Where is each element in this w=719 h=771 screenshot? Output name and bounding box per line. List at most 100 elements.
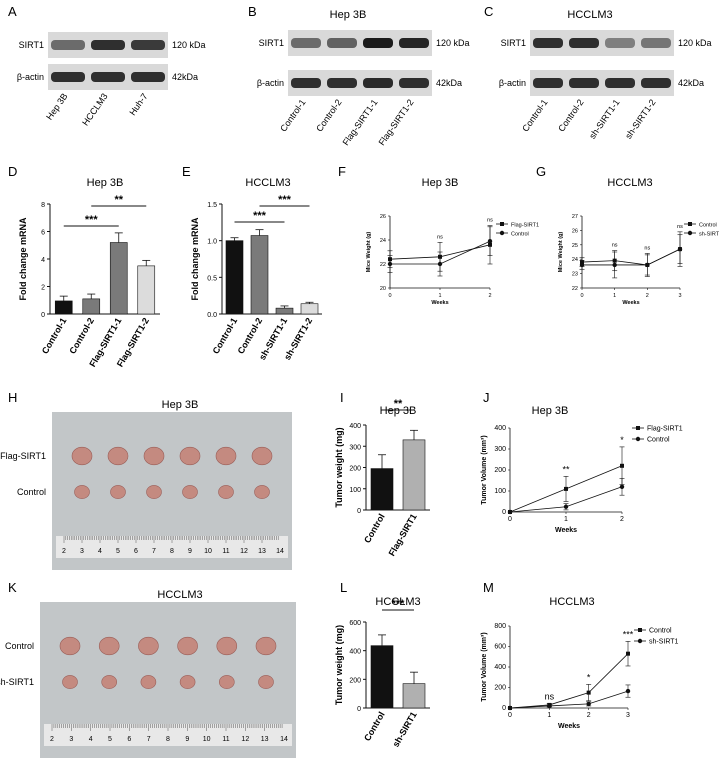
bar	[370, 468, 394, 511]
y-axis-label: Tumor weight (mg)	[334, 427, 344, 507]
ruler-label: 2	[62, 548, 66, 555]
y-tick-label: 24	[572, 257, 578, 263]
data-point	[507, 509, 513, 515]
y-axis-label: Mice Weight (g)	[558, 232, 564, 273]
sig-label: **	[114, 194, 123, 206]
tumor	[74, 485, 90, 499]
blot-band	[131, 40, 165, 50]
blot-band	[327, 38, 357, 48]
x-tick-label: 0	[388, 293, 391, 299]
blot-lane-label: Hep 3B	[44, 91, 69, 121]
ruler	[56, 536, 288, 558]
chart-title: HCCLM3	[245, 177, 290, 189]
x-tick-label: 0	[508, 516, 512, 523]
chart-title: Hep 3B	[380, 405, 417, 417]
tumor	[138, 636, 159, 656]
x-tick-label: 3	[626, 712, 630, 719]
blot-lane-label: sh-SIRT1-1	[587, 97, 621, 140]
blot-band	[605, 78, 635, 88]
data-point	[619, 484, 625, 489]
y-tick-label: 100	[494, 488, 506, 495]
x-tick-label: 1	[564, 516, 568, 523]
sig-label: ***	[253, 210, 267, 222]
blot-band	[131, 72, 165, 82]
y-tick-label: 400	[349, 649, 361, 656]
legend-label: sh-SIRT1	[699, 232, 719, 238]
ruler-label: 9	[185, 736, 189, 743]
legend-label: sh-SIRT1	[649, 639, 679, 646]
x-tick-label: Control	[362, 710, 387, 743]
ruler-label: 5	[116, 548, 120, 555]
blot-lane-label: Control-1	[520, 97, 549, 133]
legend-label: Control	[699, 223, 717, 229]
y-tick-label: 400	[494, 425, 506, 432]
panel-letter-j: J	[483, 390, 490, 405]
tumor	[107, 446, 129, 466]
chart-title: Hep 3B	[87, 177, 124, 189]
ruler-label: 10	[203, 736, 211, 743]
tumor	[258, 675, 274, 689]
photo-row-label: Control	[5, 641, 34, 651]
ruler-label: 6	[134, 548, 138, 555]
chart-title: Hep 3B	[532, 405, 569, 417]
bar	[54, 300, 73, 315]
blot-row-label: SIRT1	[19, 40, 44, 50]
blot-size-label: 120 kDa	[172, 40, 206, 50]
blot-lane-label: Huh-7	[127, 91, 149, 117]
x-tick-label: Control-2	[67, 316, 96, 356]
bar	[82, 298, 101, 315]
y-tick-label: 200	[494, 467, 506, 474]
legend-marker	[500, 222, 504, 226]
blot-lane-label: Control-1	[278, 97, 307, 133]
sig-label: ***	[392, 598, 406, 610]
sig-label: **	[562, 464, 570, 474]
panel-letter-a: A	[8, 4, 17, 19]
sig-label: ns	[644, 245, 650, 251]
x-tick-label: 1	[613, 293, 616, 299]
tumor	[71, 446, 93, 466]
panel-letter-e: E	[182, 164, 191, 179]
panel-letter-g: G	[536, 164, 546, 179]
blot-row-label: SIRT1	[259, 38, 284, 48]
x-tick-label: 2	[620, 516, 624, 523]
y-tick-label: 0.5	[207, 275, 217, 282]
data-point	[387, 261, 393, 267]
ruler-label: 7	[147, 736, 151, 743]
data-point	[487, 239, 493, 244]
ruler-label: 8	[166, 736, 170, 743]
tumor	[62, 675, 78, 689]
data-point	[437, 261, 443, 267]
blot-row-label: β-actin	[17, 72, 44, 82]
y-tick-label: 6	[41, 230, 45, 237]
y-tick-label: 4	[41, 257, 45, 264]
y-tick-label: 22	[380, 262, 386, 268]
blot-band	[291, 38, 321, 48]
tumor	[177, 636, 198, 656]
y-tick-label: 0	[357, 508, 361, 515]
legend-marker	[688, 222, 692, 226]
photo-title-0: Hep 3B	[162, 399, 199, 411]
blot-lane-label: Control-2	[314, 97, 343, 133]
blot-row-label: β-actin	[499, 78, 526, 88]
blot-lane-label: sh-SIRT1-2	[623, 97, 657, 140]
tumor	[182, 485, 198, 499]
tumor	[215, 446, 237, 466]
legend-marker	[637, 638, 643, 644]
y-tick-label: 200	[349, 677, 361, 684]
bar	[370, 645, 394, 709]
x-axis-label: Weeks	[555, 527, 577, 534]
y-tick-label: 200	[494, 685, 506, 692]
bar	[402, 439, 426, 511]
bar	[109, 242, 128, 315]
y-tick-label: 800	[494, 623, 506, 630]
tumor	[218, 485, 234, 499]
y-tick-label: 0.0	[207, 312, 217, 319]
y-tick-label: 0	[41, 312, 45, 319]
data-point	[626, 651, 630, 656]
blot-band	[51, 40, 85, 50]
bar	[275, 307, 294, 315]
y-tick-label: 2	[41, 285, 45, 292]
ruler-label: 12	[240, 548, 248, 555]
panel-letter-k: K	[8, 580, 17, 595]
